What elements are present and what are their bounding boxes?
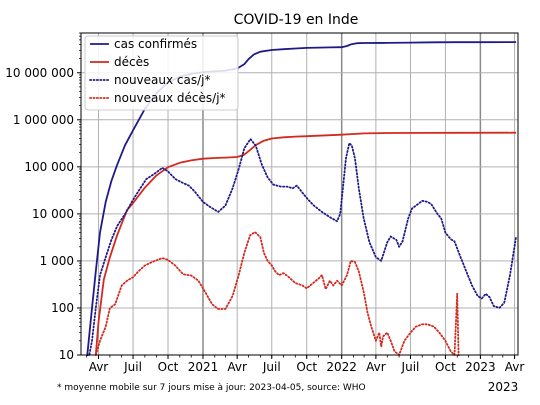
legend-label: cas confirmés [114,37,197,51]
legend-label: nouveaux décès/j* [114,91,226,105]
y-tick-label: 100 000 [24,160,74,174]
series-line-1 [94,131,517,356]
axis-layer: Avr Juil Oct 2021 Avr Juil Oct 2022 Avr Juil Oct 20… [5,32,525,374]
footnote: * moyenne mobile sur 7 jours mise à jour… [57,383,366,393]
x-tick-label: 2022 [326,360,357,374]
legend-label: nouveaux cas/j* [114,73,211,87]
x-tick-label: Avr [505,360,525,374]
x-tick-label: 2021 [188,360,219,374]
legend: cas confirmés décès nouveaux cas/j* nouveau… [84,35,239,111]
x-tick-label: Oct [158,360,179,374]
series-line-2 [88,138,517,356]
x-tick-label: Avr [89,360,109,374]
y-tick-label: 1 000 [40,254,74,268]
x-tick-label: 2023 [465,360,496,374]
x-tick-label: Oct [435,360,456,374]
x-tick-label: Avr [227,360,247,374]
x-tick-label: Oct [296,360,317,374]
x-tick-label: Avr [366,360,386,374]
x-tick-label: Juil [401,360,420,374]
legend-box [84,35,239,111]
y-tick-label: 10 [59,348,74,362]
chart-title: COVID-19 en Inde [234,12,359,28]
plot-frame [80,32,519,356]
series-line-0 [86,41,517,356]
y-tick-label: 10 000 000 [5,66,74,80]
x-year-label: 2023 [488,380,519,394]
x-tick-label: Juil [123,360,142,374]
y-tick-label: 100 [51,301,74,315]
y-tick-label: 10 000 [32,207,74,221]
x-tick-label: Juil [262,360,281,374]
legend-label: décès [114,55,149,69]
y-tick-label: 1 000 000 [13,113,74,127]
series-line-3 [94,231,460,356]
series-layer [86,41,517,356]
